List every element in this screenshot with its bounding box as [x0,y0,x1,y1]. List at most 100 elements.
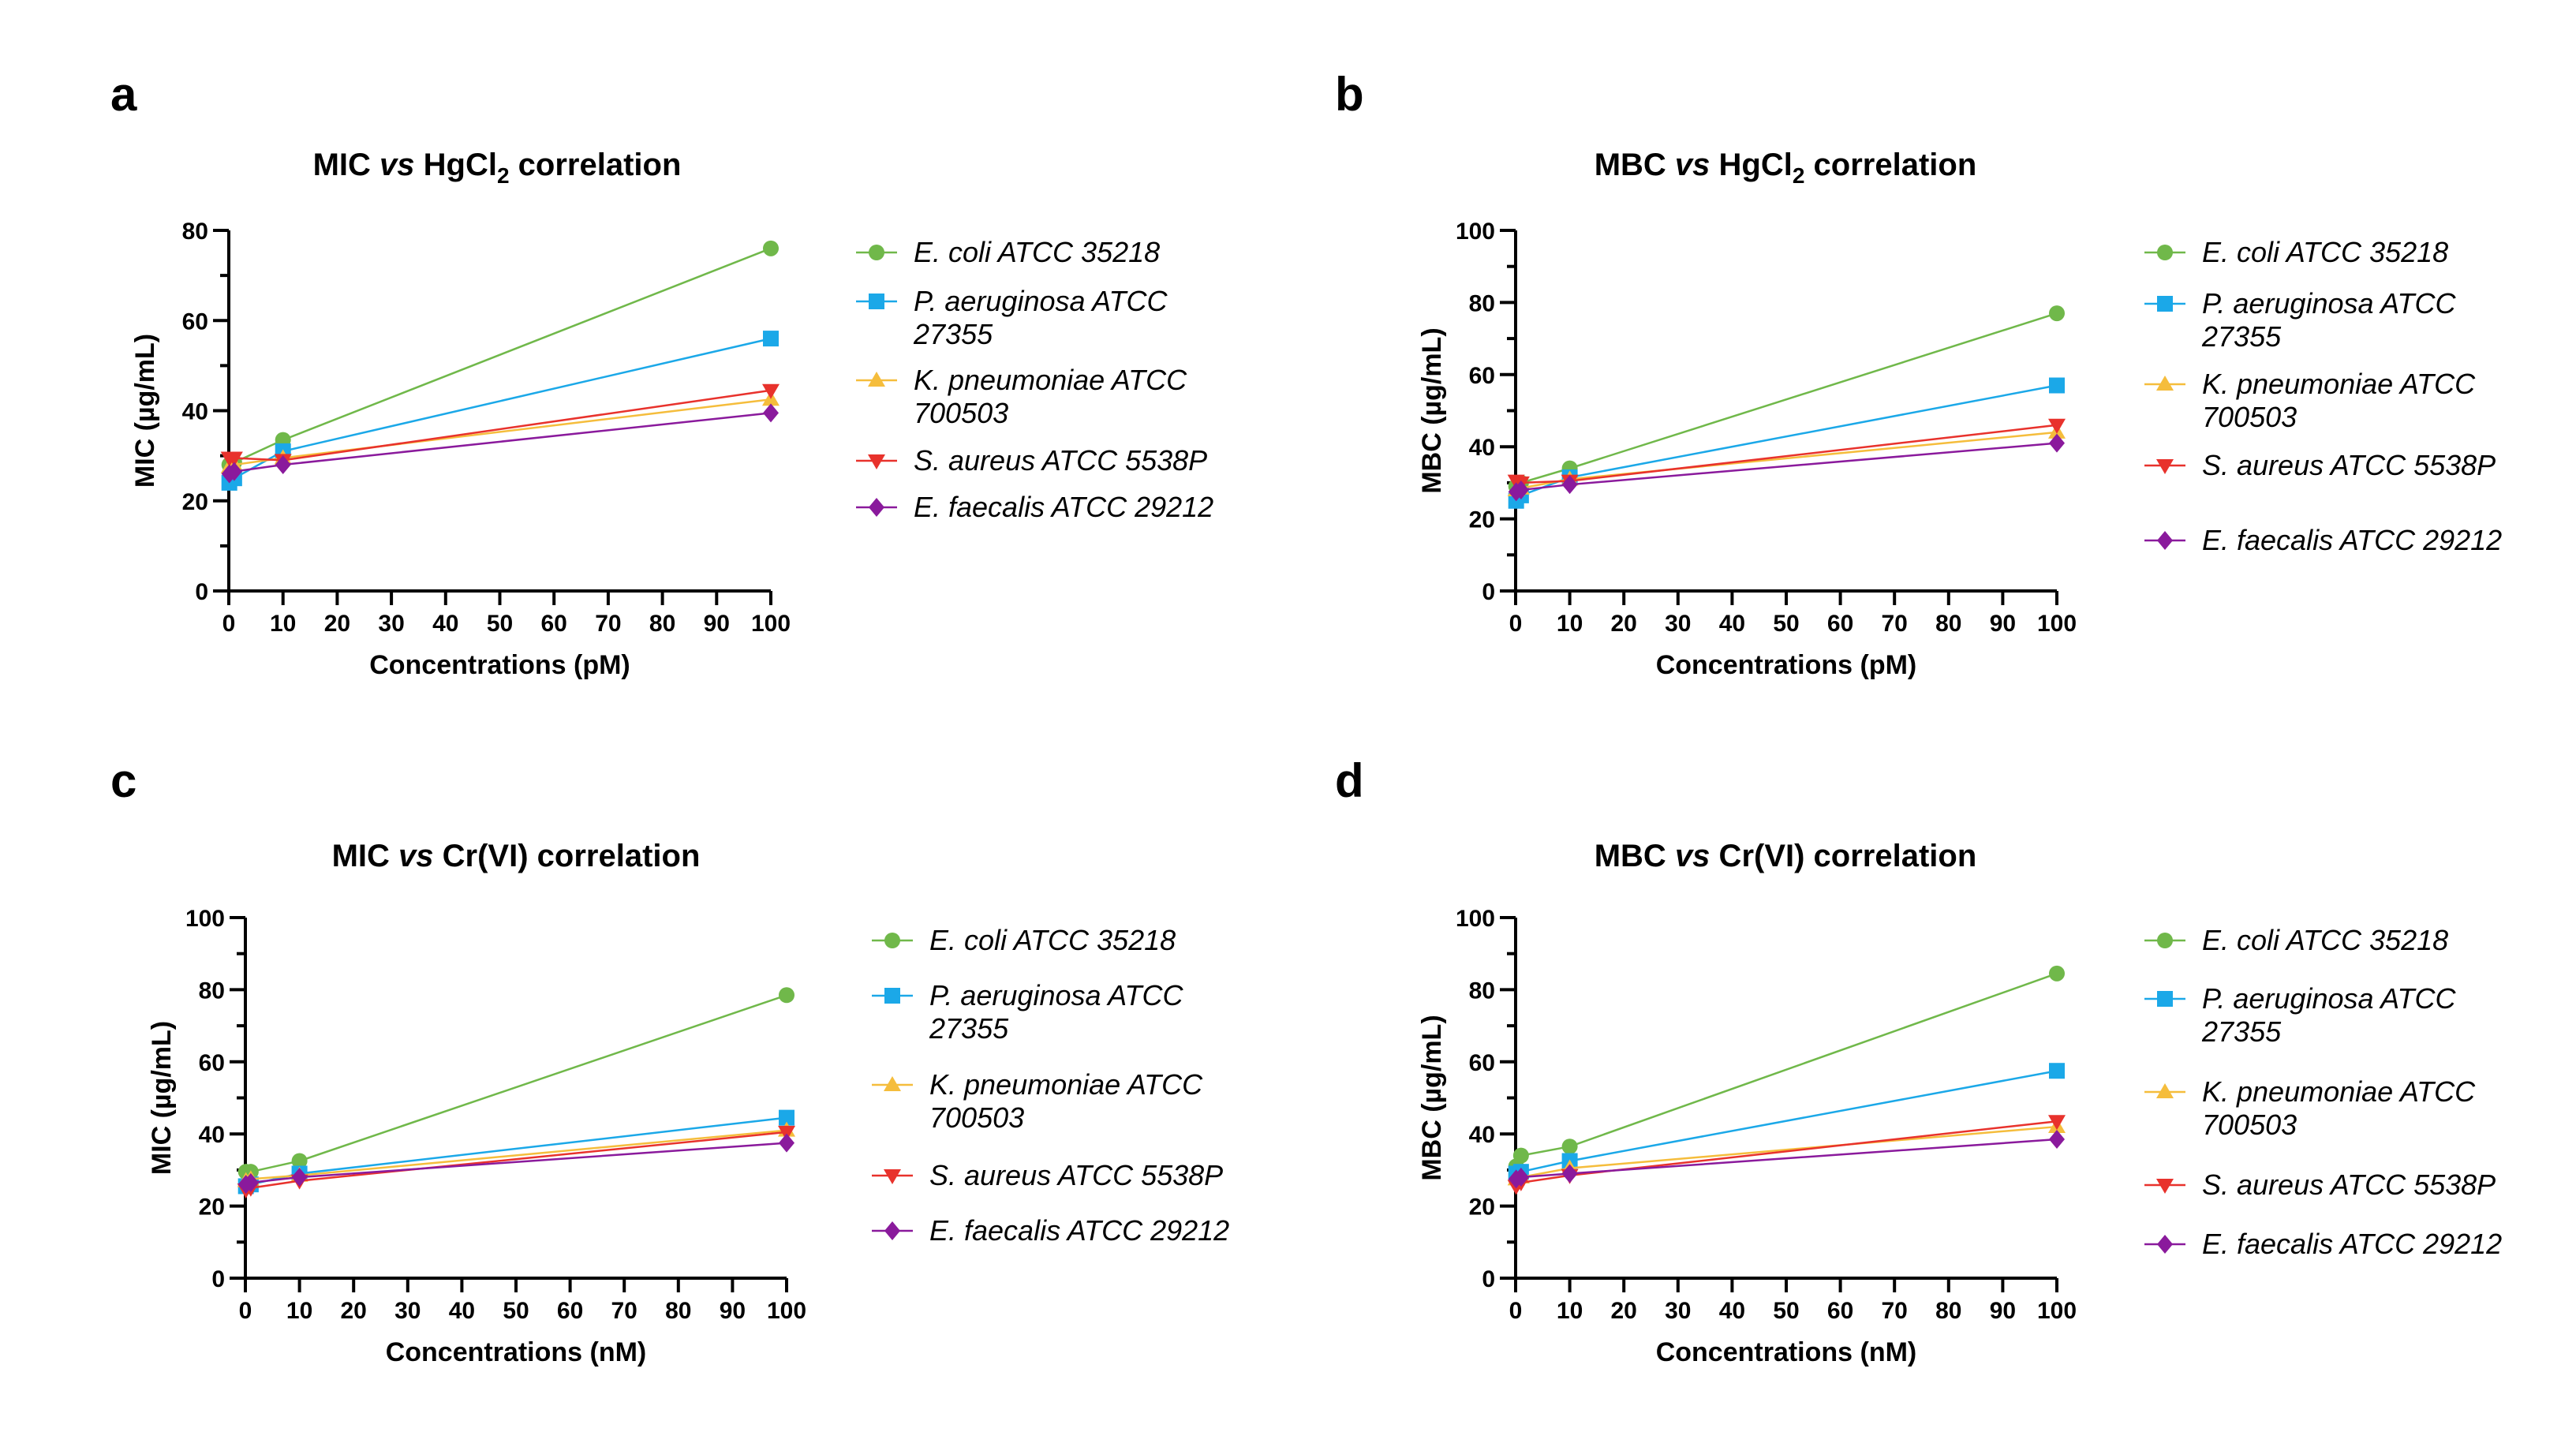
legend-label: K. pneumoniae ATCC [914,364,1187,396]
y-tick-label: 0 [1482,579,1495,605]
y-tick-label: 0 [211,1266,225,1292]
x-tick-label: 30 [1665,611,1691,637]
legend-marker [2156,459,2174,474]
legend-label: 27355 [2201,1015,2282,1048]
x-tick-label: 90 [1990,1298,2016,1324]
series-3 [1507,1115,2066,1195]
y-tick-label: 40 [1469,1122,1495,1148]
legend-marker [869,245,884,260]
data-point [1512,1147,1529,1164]
y-tick-label: 100 [1456,219,1495,245]
series-line [1515,972,2058,1167]
data-point [2049,965,2065,981]
x-tick-label: 20 [1611,611,1637,637]
legend-label: P. aeruginosa ATCC [914,285,1168,317]
data-point [291,1153,308,1169]
x-tick-label: 40 [1719,1298,1745,1324]
y-tick-label: 40 [182,399,208,425]
y-tick-label: 60 [182,308,208,335]
series-line [1516,442,2058,493]
data-point [225,451,243,467]
legend-label: K. pneumoniae ATCC [2202,1075,2476,1108]
y-axis-label: MIC (µg/mL) [147,1021,177,1175]
series-4 [1508,433,2065,502]
legend-marker [2156,376,2174,391]
x-tick-label: 80 [665,1298,691,1324]
x-tick-label: 20 [341,1298,367,1324]
x-tick-label: 100 [2037,1298,2077,1324]
x-tick-label: 60 [1827,611,1853,637]
y-tick-label: 40 [1469,435,1495,461]
x-tick-label: 90 [720,1298,746,1324]
y-axis-label: MBC (µg/mL) [1417,1015,1447,1180]
legend-entry: E. faecalis ATCC 29212 [856,491,1213,523]
legend-label: E. faecalis ATCC 29212 [914,491,1213,523]
data-point [2049,1130,2065,1150]
legend-label: 700503 [914,397,1008,429]
legend-marker [884,988,900,1004]
x-tick-label: 30 [378,611,404,637]
panel-letter: a [110,68,137,121]
panel-c: c MIC vs Cr(VI) correlation 0 20 40 60 80 100 0 1… [110,754,1229,1367]
legend-label: E. coli ATCC 35218 [929,924,1176,956]
data-point [779,1133,794,1153]
series-line [245,1129,787,1182]
data-point [762,383,780,399]
x-tick-label: 50 [1773,1298,1799,1324]
legend-label: S. aureus ATCC 5538P [2202,449,2496,481]
legend-marker [868,454,885,469]
legend-label: E. faecalis ATCC 29212 [2202,524,2502,556]
x-tick-label: 60 [541,611,567,637]
data-point [2049,305,2065,322]
data-point [275,455,291,475]
x-axis-label: Concentrations (nM) [1656,1337,1917,1367]
x-tick-label: 40 [449,1298,475,1324]
legend-marker [2156,1083,2174,1098]
y-tick-label: 20 [199,1195,225,1221]
y-tick-label: 80 [1469,290,1495,316]
series-4 [1508,1130,2065,1189]
x-tick-label: 100 [751,611,791,637]
legend-marker [868,372,885,387]
x-tick-label: 50 [487,611,513,637]
y-tick-label: 60 [1469,1050,1495,1076]
series-line [1516,424,2058,484]
series-line [245,994,787,1173]
y-axis-label: MBC (µg/mL) [1417,327,1447,493]
series-4 [237,1133,794,1195]
x-tick-label: 50 [1773,611,1799,637]
data-point [1561,475,1578,495]
series-1 [237,1109,794,1195]
legend-label: S. aureus ATCC 5538P [929,1159,1223,1191]
y-tick-label: 60 [199,1050,225,1076]
x-tick-label: 60 [1827,1298,1853,1324]
legend-marker [884,1076,901,1091]
y-tick-label: 0 [1482,1266,1495,1292]
x-tick-label: 0 [222,611,236,637]
x-tick-label: 100 [2037,611,2077,637]
legend-label: P. aeruginosa ATCC [2202,982,2457,1015]
panel-b: b MBC vs HgCl2 correlation 0 20 40 60 80 100 0 10… [1335,68,2502,680]
x-tick-label: 70 [595,611,621,637]
legend-label: E. coli ATCC 35218 [2202,236,2448,268]
x-axis-label: Concentrations (pM) [369,650,630,680]
x-tick-label: 10 [270,611,296,637]
legend-entry: S. aureus ATCC 5538P [856,444,1207,477]
x-tick-label: 0 [1509,611,1523,637]
legend-marker [2157,991,2173,1007]
legend-entry: E. coli ATCC 35218 [2144,236,2448,268]
legend-label: K. pneumoniae ATCC [2202,368,2476,400]
x-tick-label: 80 [1935,1298,1961,1324]
legend-label: 27355 [929,1012,1009,1045]
y-tick-label: 20 [182,489,208,515]
legend-label: 700503 [2202,401,2297,433]
x-axis-label: Concentrations (pM) [1656,650,1917,680]
data-point [763,240,779,256]
panel-letter: d [1335,754,1364,807]
panel-letter: c [110,754,136,807]
